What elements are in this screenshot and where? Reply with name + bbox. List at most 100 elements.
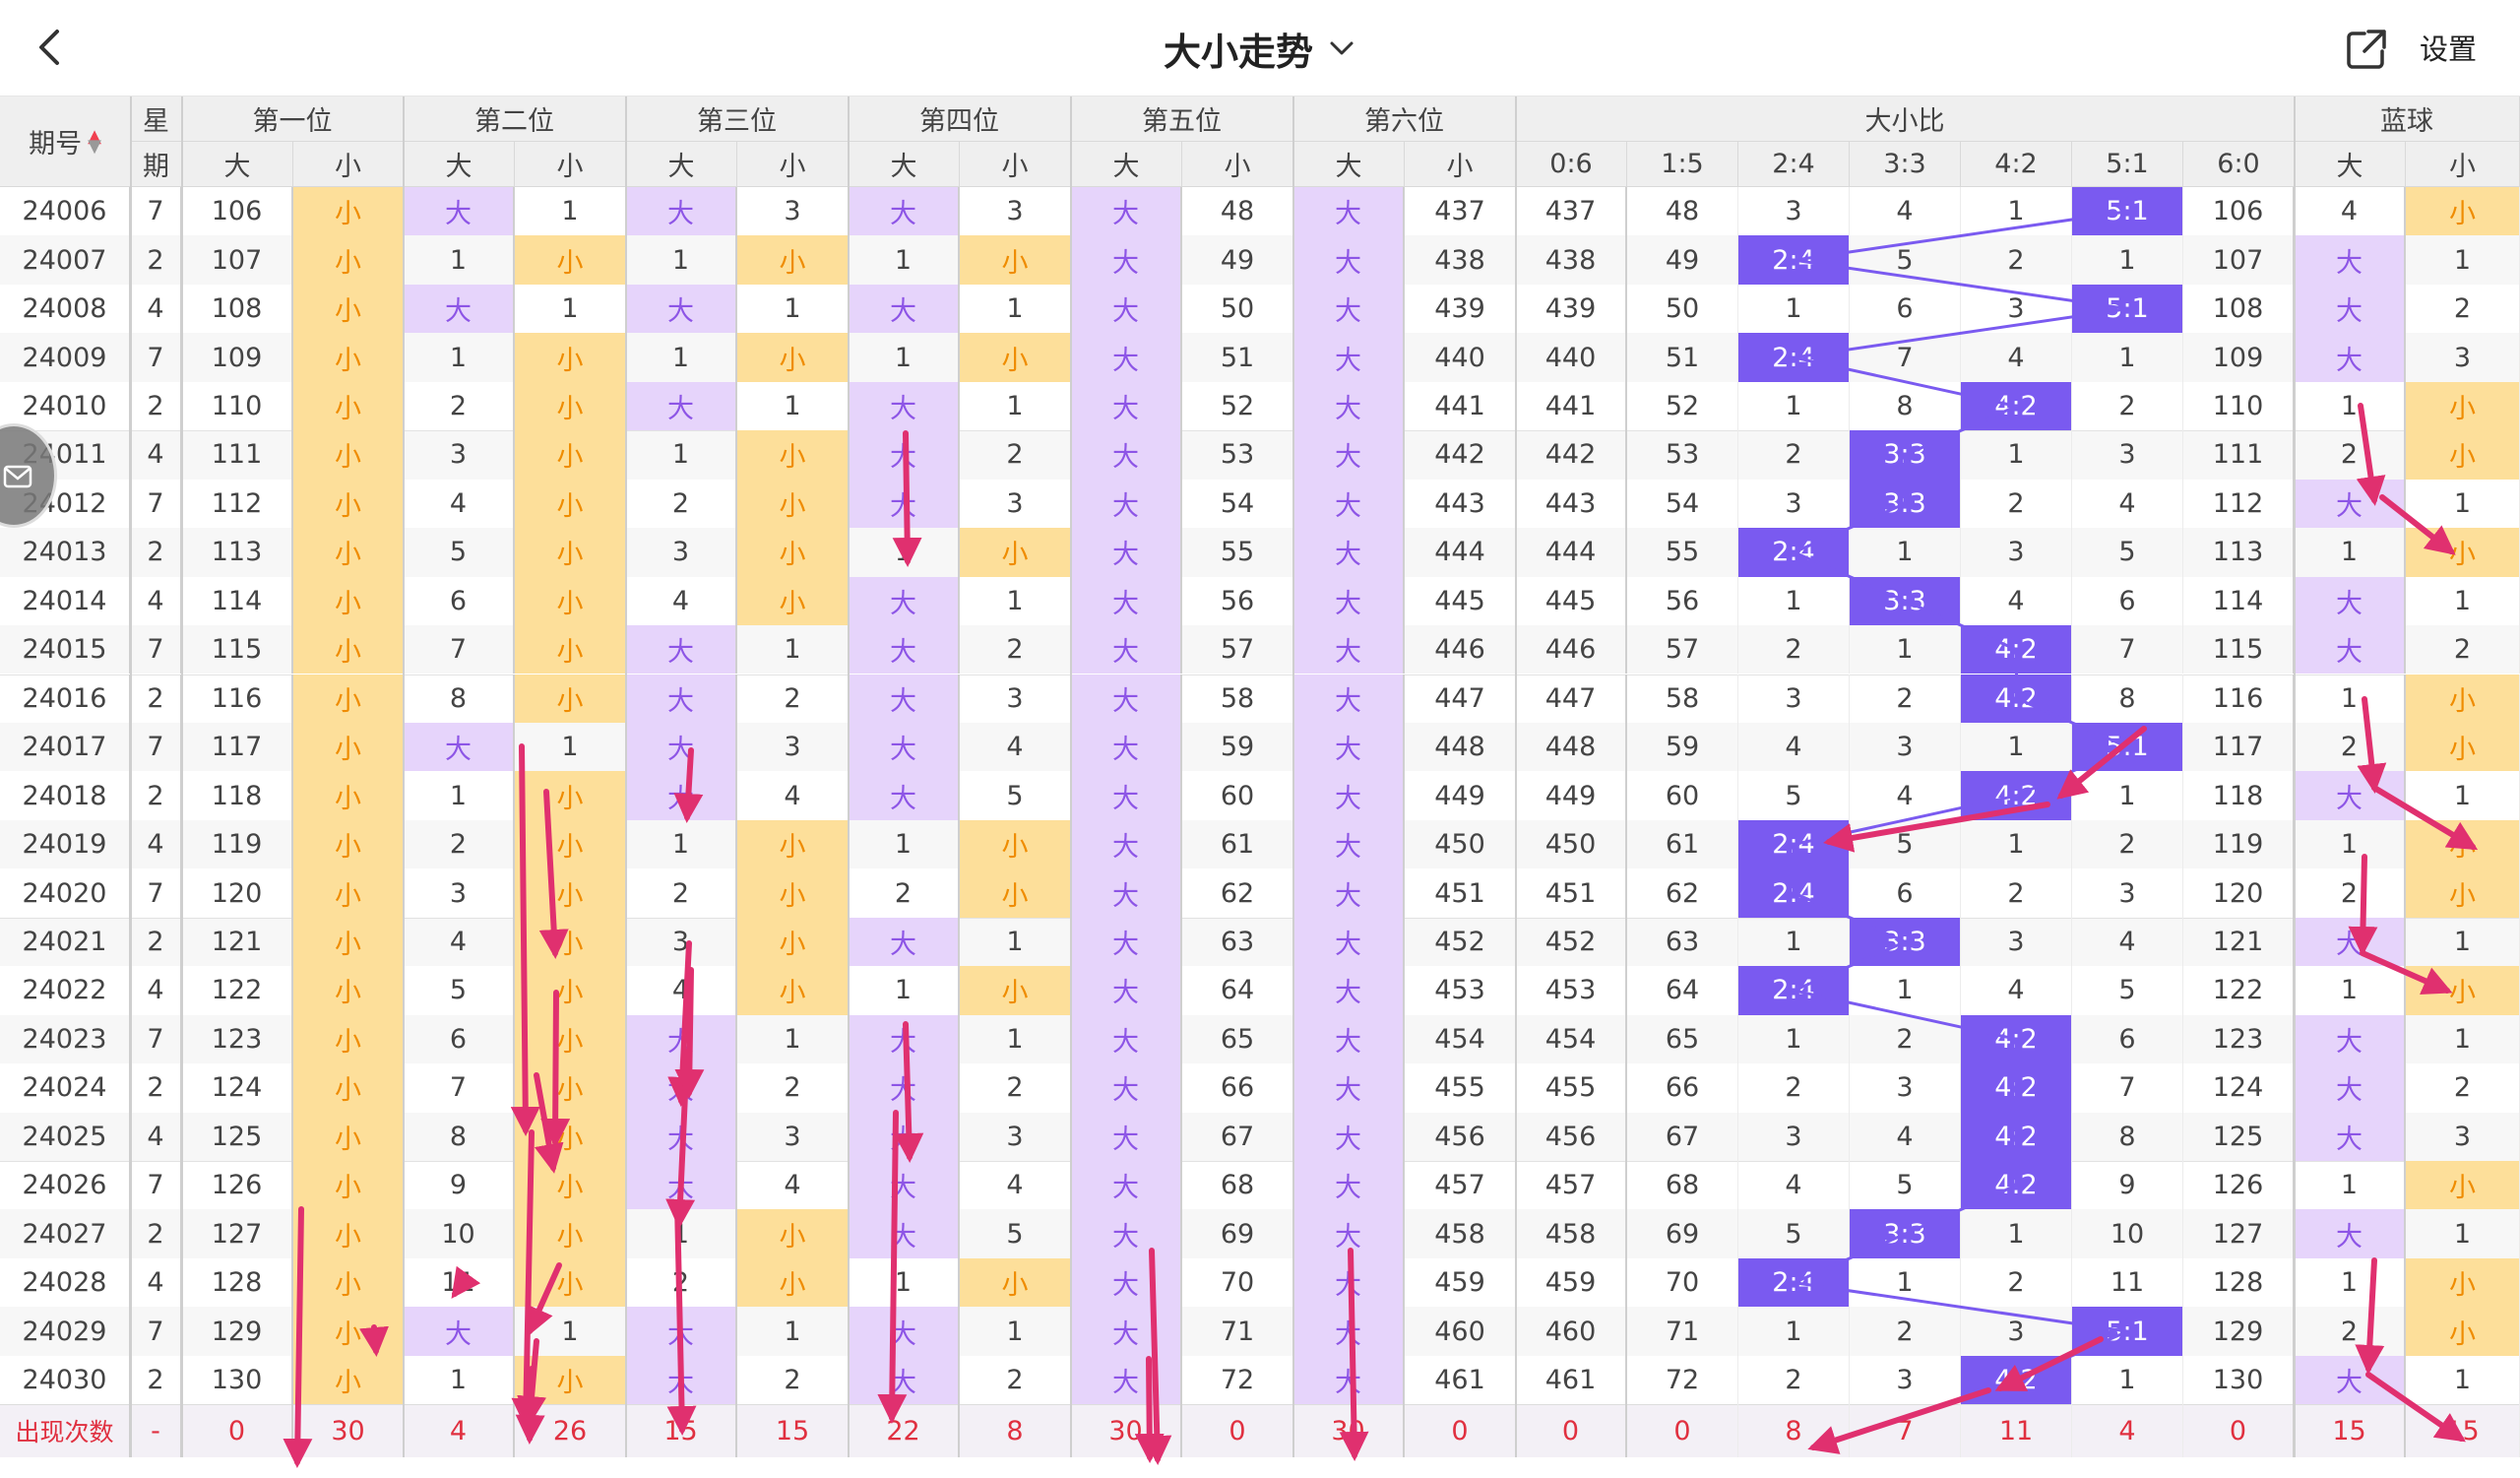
value-cell: 440 xyxy=(1405,333,1516,382)
value-cell: 大 xyxy=(1293,1161,1405,1210)
value-cell: 62 xyxy=(1182,868,1293,918)
value-cell: 2 xyxy=(626,868,737,918)
ratio-cell: 3 xyxy=(1961,528,2072,577)
value-cell: 3 xyxy=(960,1112,1071,1161)
value-cell: 1 xyxy=(849,1257,960,1308)
ratio-cell: 5 xyxy=(1738,1209,1850,1258)
ratio-cell: 106 xyxy=(2183,187,2295,236)
value-cell: 3 xyxy=(737,722,849,772)
footer-count: 4 xyxy=(2072,1404,2183,1458)
value-cell: 小 xyxy=(960,528,1071,577)
column-header-position: 第二位 xyxy=(404,96,626,142)
value-cell: 1 xyxy=(2295,381,2406,431)
column-header-period[interactable]: 期号 ▲ ▼ xyxy=(0,96,131,187)
value-cell: 小 xyxy=(515,1355,626,1405)
ratio-cell: 4:2 xyxy=(1961,1161,2072,1210)
column-header-big: 大 xyxy=(182,142,293,187)
footer-count: 30 xyxy=(1293,1404,1405,1458)
ratio-cell: 52 xyxy=(1627,381,1738,431)
column-header-ratio-value: 5:1 xyxy=(2072,142,2183,187)
value-cell: 大 xyxy=(1071,333,1182,382)
value-cell: 大 xyxy=(1071,1257,1182,1308)
value-cell: 小 xyxy=(515,625,626,675)
settings-button[interactable]: 设置 xyxy=(2420,32,2478,66)
share-icon[interactable] xyxy=(2343,26,2390,73)
value-cell: 小 xyxy=(737,917,849,967)
footer-count: 0 xyxy=(1627,1404,1738,1458)
value-cell: 8 xyxy=(404,674,515,723)
value-cell: 116 xyxy=(182,674,293,723)
week-cell: 7 xyxy=(131,625,182,675)
ratio-cell: 460 xyxy=(1516,1307,1627,1356)
column-header-ratio-value: 4:2 xyxy=(1961,142,2072,187)
page-title-dropdown[interactable]: 大小走势 xyxy=(0,0,2520,96)
value-cell: 3 xyxy=(404,868,515,918)
value-cell: 1 xyxy=(2406,1355,2520,1405)
value-cell: 4 xyxy=(737,1161,849,1210)
column-header-ratio-value: 0:6 xyxy=(1516,142,1627,187)
value-cell: 小 xyxy=(515,528,626,577)
value-cell: 1 xyxy=(404,333,515,382)
ratio-cell: 443 xyxy=(1516,479,1627,529)
value-cell: 大 xyxy=(1293,1112,1405,1161)
value-cell: 451 xyxy=(1405,868,1516,918)
group-divider xyxy=(1070,96,1072,1458)
ratio-cell: 8 xyxy=(1850,381,1961,431)
ratio-cell: 2:4 xyxy=(1738,528,1850,577)
value-cell: 大 xyxy=(849,1161,960,1210)
value-cell: 小 xyxy=(2406,674,2520,723)
week-cell: 7 xyxy=(131,187,182,236)
ratio-cell: 444 xyxy=(1516,528,1627,577)
value-cell: 4 xyxy=(626,966,737,1015)
back-icon[interactable] xyxy=(24,22,75,73)
week-cell: 2 xyxy=(131,1355,182,1405)
value-cell: 1 xyxy=(849,528,960,577)
ratio-cell: 71 xyxy=(1627,1307,1738,1356)
ratio-cell: 2 xyxy=(1961,868,2072,918)
ratio-cell: 4:2 xyxy=(1961,1063,2072,1113)
value-cell: 小 xyxy=(293,819,404,869)
value-cell: 457 xyxy=(1405,1161,1516,1210)
value-cell: 大 xyxy=(849,1112,960,1161)
footer-count: 11 xyxy=(1961,1404,2072,1458)
value-cell: 小 xyxy=(2406,381,2520,431)
value-cell: 大 xyxy=(1071,868,1182,918)
ratio-cell: 439 xyxy=(1516,284,1627,334)
ratio-cell: 7 xyxy=(2072,625,2183,675)
ratio-cell: 3 xyxy=(2072,868,2183,918)
value-cell: 小 xyxy=(515,1014,626,1064)
ratio-cell: 8 xyxy=(2072,674,2183,723)
value-cell: 大 xyxy=(2295,917,2406,967)
value-cell: 大 xyxy=(1293,819,1405,869)
column-header-big: 大 xyxy=(1293,142,1405,187)
value-cell: 小 xyxy=(2406,966,2520,1015)
ratio-cell: 7 xyxy=(2072,1063,2183,1113)
column-header-big: 大 xyxy=(404,142,515,187)
value-cell: 大 xyxy=(1293,625,1405,675)
value-cell: 小 xyxy=(293,625,404,675)
ratio-cell: 461 xyxy=(1516,1355,1627,1405)
ratio-cell: 11 xyxy=(2072,1257,2183,1308)
ratio-cell: 3:3 xyxy=(1850,1209,1961,1258)
ratio-cell: 113 xyxy=(2183,528,2295,577)
ratio-cell: 2:4 xyxy=(1738,819,1850,869)
value-cell: 1 xyxy=(2406,576,2520,626)
period-cell: 24014 xyxy=(0,576,131,626)
ratio-cell: 3 xyxy=(1850,1063,1961,1113)
ratio-cell: 50 xyxy=(1627,284,1738,334)
value-cell: 大 xyxy=(849,722,960,772)
footer-count: 0 xyxy=(182,1404,293,1458)
ratio-cell: 2 xyxy=(2072,819,2183,869)
value-cell: 120 xyxy=(182,868,293,918)
value-cell: 小 xyxy=(737,528,849,577)
ratio-cell: 59 xyxy=(1627,722,1738,772)
value-cell: 110 xyxy=(182,381,293,431)
value-cell: 大 xyxy=(1071,966,1182,1015)
ratio-cell: 458 xyxy=(1516,1209,1627,1258)
ratio-cell: 6 xyxy=(1850,868,1961,918)
column-header-big: 大 xyxy=(2295,142,2406,187)
value-cell: 大 xyxy=(2295,284,2406,334)
ratio-cell: 51 xyxy=(1627,333,1738,382)
column-header-position: 第一位 xyxy=(182,96,404,142)
ratio-cell: 4:2 xyxy=(1961,1112,2072,1161)
